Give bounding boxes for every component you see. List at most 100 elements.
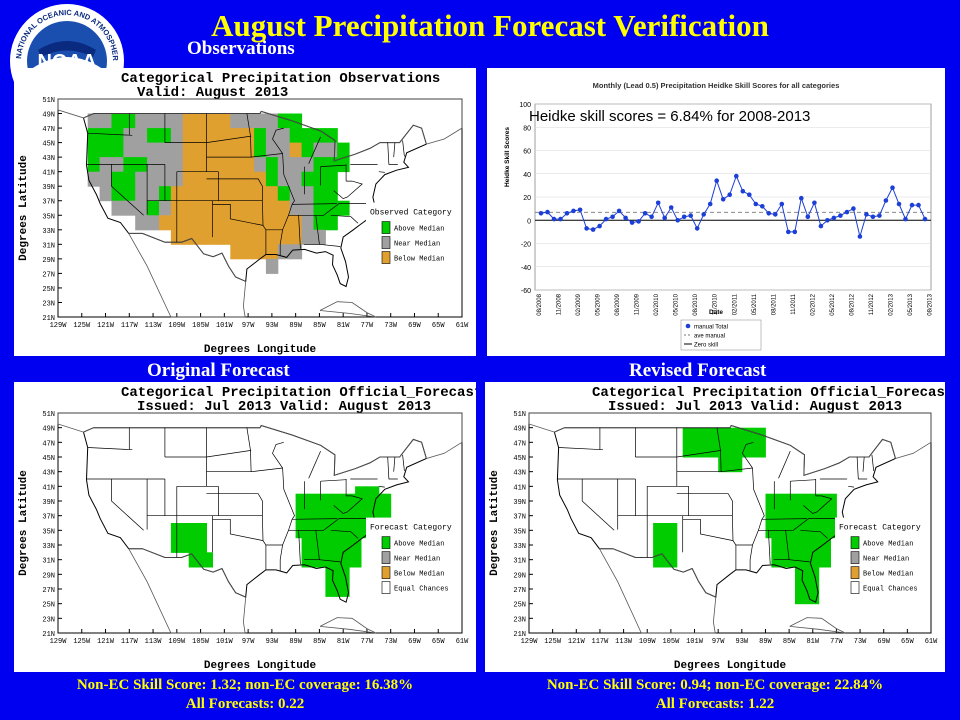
series-point: [545, 209, 550, 215]
map-cell: [99, 171, 112, 187]
map-cell: [242, 229, 255, 245]
lat-tick-label: 21N: [42, 631, 55, 639]
state-border: [262, 200, 267, 255]
map-cell: [265, 215, 279, 231]
lat-tick-label: 45N: [42, 141, 55, 149]
map-cell: [111, 142, 124, 158]
map-title: Categorical Precipitation Official_Forec…: [121, 385, 476, 401]
state-border: [320, 479, 347, 482]
legend-label: Near Median: [394, 241, 440, 249]
legend-label: Near Median: [863, 556, 909, 564]
map-cell: [218, 200, 231, 216]
map-cell: [307, 493, 320, 509]
map-cell: [194, 186, 207, 202]
map-cell: [135, 186, 148, 202]
lat-tick-label: 23N: [513, 616, 526, 624]
state-border: [721, 467, 753, 473]
map-cell: [325, 186, 338, 202]
series-point: [747, 192, 752, 197]
state-border: [251, 493, 263, 516]
map-cell: [343, 493, 356, 509]
state-border: [333, 495, 363, 514]
series-point: [812, 200, 817, 206]
map-cell: [242, 200, 255, 216]
state-border: [800, 529, 828, 539]
map-cell: [230, 215, 243, 231]
lon-tick-label: 61W: [456, 322, 469, 330]
series-point: [616, 208, 622, 214]
map-cell: [307, 508, 320, 524]
series-point: [786, 229, 791, 235]
chart-xtick-label: 08/2009: [615, 293, 621, 315]
map-cell: [230, 186, 243, 202]
state-border: [676, 450, 722, 458]
lon-tick-label: 69W: [877, 638, 890, 646]
map-cell: [147, 142, 160, 158]
legend-swatch: [381, 251, 391, 264]
state-border: [206, 450, 252, 458]
chart-ytick-label: -40: [521, 265, 531, 272]
chart-ytick-label: 40: [523, 172, 531, 179]
state-border: [758, 518, 843, 531]
legend-title: Forecast Category: [370, 524, 452, 533]
map-cell: [665, 537, 678, 553]
lon-tick-label: 89W: [759, 638, 772, 646]
revised-forecast-panel: Categorical Precipitation Official_Forec…: [485, 382, 945, 672]
revised-forecast-heading: Revised Forecast: [629, 360, 767, 381]
series-point: [694, 226, 700, 231]
lon-tick-label: 61W: [456, 638, 469, 646]
map-xlabel: Degrees Longitude: [674, 660, 787, 672]
state-border: [768, 530, 771, 565]
state-border: [773, 530, 790, 561]
series-point: [590, 227, 596, 232]
map-cell: [206, 186, 219, 202]
map-cell: [313, 215, 326, 231]
series-point: [597, 223, 602, 229]
map-cell: [313, 142, 326, 158]
map-cell: [777, 493, 790, 509]
series-point: [825, 218, 830, 223]
chart-ytick-label: -60: [521, 288, 531, 295]
state-border: [682, 518, 734, 541]
series-point: [740, 188, 746, 194]
lon-tick-label: 65W: [432, 638, 445, 646]
map-ylabel: Degrees Latitude: [18, 155, 30, 261]
map-cell: [337, 581, 350, 597]
map-cell: [301, 142, 314, 158]
map-cell: [182, 229, 196, 245]
series-point: [896, 201, 902, 207]
lon-tick-label: 73W: [384, 638, 397, 646]
lon-tick-label: 61W: [925, 638, 938, 646]
chart-xtick-label: 02/2010: [654, 293, 660, 315]
map-cell: [254, 171, 267, 187]
map-cell: [135, 142, 148, 158]
map-cell: [194, 128, 207, 144]
map-cell: [206, 229, 219, 245]
map-cell: [111, 171, 124, 187]
state-border: [581, 479, 615, 531]
state-border: [292, 518, 338, 520]
chart-legend-box: [680, 319, 762, 351]
series-point: [655, 200, 661, 206]
map-cell: [325, 552, 338, 568]
map-cell: [289, 215, 303, 231]
map-cell: [337, 537, 350, 553]
lat-tick-label: 29N: [42, 257, 55, 265]
map-cell: [254, 157, 267, 173]
state-border: [251, 153, 283, 158]
map-cell: [194, 215, 207, 231]
series-point: [922, 216, 928, 222]
lon-tick-label: 105W: [192, 638, 210, 646]
map-cell: [194, 229, 207, 245]
map-cell: [343, 523, 356, 539]
map-cell: [206, 128, 219, 144]
state-border: [402, 140, 405, 157]
map-cell: [325, 215, 338, 231]
map-cell: [254, 186, 267, 202]
map-cell: [265, 200, 279, 216]
lat-tick-label: 27N: [42, 271, 55, 279]
original-footer: Non-EC Skill Score: 1.32; non-EC coverag…: [14, 676, 476, 714]
map-cell: [230, 128, 243, 144]
map-cell: [694, 442, 707, 458]
series-point: [883, 198, 889, 203]
